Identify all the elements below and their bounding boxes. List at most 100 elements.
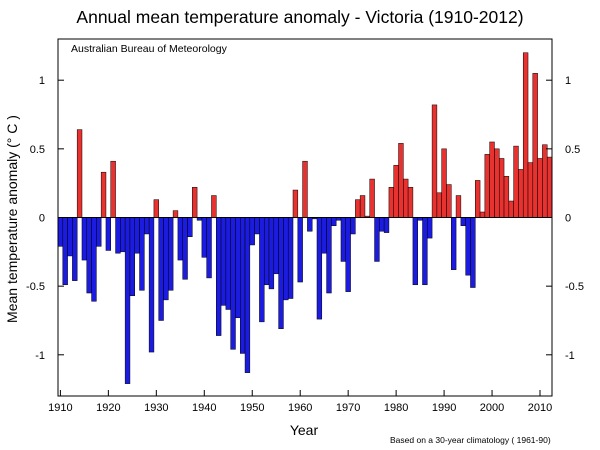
y-tick-label-left: 1	[39, 75, 45, 87]
bar-2002	[498, 158, 505, 218]
bar-1990	[441, 148, 447, 218]
bar-1969	[340, 217, 347, 262]
bar-1953	[263, 217, 270, 286]
x-axis-label: Year	[290, 422, 319, 438]
y-tick-label-right: 1	[565, 75, 571, 87]
x-tick-label-2010: 2010	[528, 402, 552, 414]
bar-1979	[388, 187, 394, 218]
y-tick-label-right: -1	[565, 350, 575, 362]
bar-2008	[527, 162, 534, 218]
bar-1932	[163, 217, 169, 301]
bar-1938	[192, 187, 198, 218]
bar-1994	[460, 217, 466, 226]
bar-1967	[331, 217, 337, 226]
bar-1991	[446, 184, 452, 218]
bar-1919	[100, 171, 107, 218]
bar-1958	[287, 217, 294, 299]
bar-1989	[436, 192, 442, 218]
bar-1964	[316, 217, 323, 320]
bar-1918	[96, 217, 102, 247]
x-tick-label-1970: 1970	[336, 402, 360, 414]
bar-1962	[307, 217, 313, 232]
y-tick-label-left: 0	[39, 213, 45, 225]
bar-1996	[470, 217, 476, 288]
bar-2005	[513, 145, 519, 218]
bar-2004	[508, 200, 514, 218]
bar-1965	[321, 217, 327, 254]
bar-1961	[302, 160, 308, 218]
bar-1986	[422, 217, 428, 286]
bar-1993	[455, 195, 462, 218]
bar-1931	[158, 217, 164, 321]
bar-1928	[144, 217, 150, 235]
source-label: Australian Bureau of Meteorology	[71, 43, 228, 55]
bar-1970	[345, 217, 351, 292]
x-tick-label-2000: 2000	[480, 402, 504, 414]
bar-1936	[182, 217, 188, 280]
bar-1929	[148, 217, 155, 353]
bar-1978	[383, 217, 390, 233]
bar-2001	[494, 148, 500, 218]
bar-1942	[211, 195, 217, 218]
y-tick-label-left: 0.5	[30, 144, 45, 156]
bar-1966	[326, 217, 332, 294]
y-axis-label: Mean temperature anomaly (° C )	[4, 115, 20, 323]
bar-1992	[451, 217, 457, 270]
y-tick-label-right: -0.5	[565, 281, 584, 293]
bar-1951	[254, 217, 260, 235]
x-tick-label-1950: 1950	[240, 402, 264, 414]
bar-2010	[537, 158, 543, 218]
bar-1912	[67, 217, 73, 257]
x-tick-label-1960: 1960	[288, 402, 312, 414]
bar-1982	[403, 178, 409, 218]
bar-2003	[503, 176, 510, 218]
bar-1944	[220, 217, 227, 306]
bar-2007	[522, 52, 529, 218]
bar-1925	[129, 217, 135, 297]
bar-1950	[249, 217, 255, 246]
bar-2000	[489, 141, 495, 218]
bar-1949	[244, 217, 251, 373]
bar-1995	[465, 217, 471, 276]
bar-1959	[292, 189, 299, 218]
bar-1984	[412, 217, 418, 286]
bar-1911	[62, 217, 68, 286]
bar-1977	[379, 217, 385, 232]
x-tick-label-1920: 1920	[96, 402, 120, 414]
bar-1934	[172, 210, 179, 218]
bar-1947	[235, 217, 241, 318]
bar-1917	[91, 217, 97, 302]
bar-1954	[268, 217, 275, 290]
bar-1971	[350, 217, 356, 235]
bar-1937	[187, 217, 193, 237]
bar-1940	[201, 217, 207, 258]
bar-1921	[110, 160, 116, 218]
bar-1956	[278, 217, 284, 329]
bar-1935	[177, 217, 183, 261]
y-tick-label-left: -0.5	[26, 281, 45, 293]
bar-1983	[407, 187, 414, 218]
bar-1946	[230, 217, 236, 350]
bar-1948	[240, 217, 246, 354]
bar-1910	[57, 217, 64, 247]
bar-1930	[153, 199, 159, 218]
chart-title: Annual mean temperature anomaly - Victor…	[76, 7, 523, 27]
bar-1972	[355, 199, 361, 218]
bar-1945	[225, 217, 231, 310]
x-tick-label-1940: 1940	[192, 402, 216, 414]
bar-1980	[393, 165, 399, 218]
bar-1927	[139, 217, 145, 291]
bar-1920	[105, 217, 112, 251]
bar-1957	[283, 217, 289, 301]
bar-1923	[120, 217, 126, 253]
bar-1943	[216, 217, 222, 336]
bar-1997	[475, 180, 481, 218]
bar-1988	[431, 104, 438, 218]
bar-1955	[273, 217, 279, 275]
bar-1999	[484, 154, 490, 218]
bar-1981	[398, 143, 404, 218]
x-tick-label-1930: 1930	[144, 402, 168, 414]
y-tick-label-right: 0.5	[565, 144, 580, 156]
bar-1976	[374, 217, 380, 262]
